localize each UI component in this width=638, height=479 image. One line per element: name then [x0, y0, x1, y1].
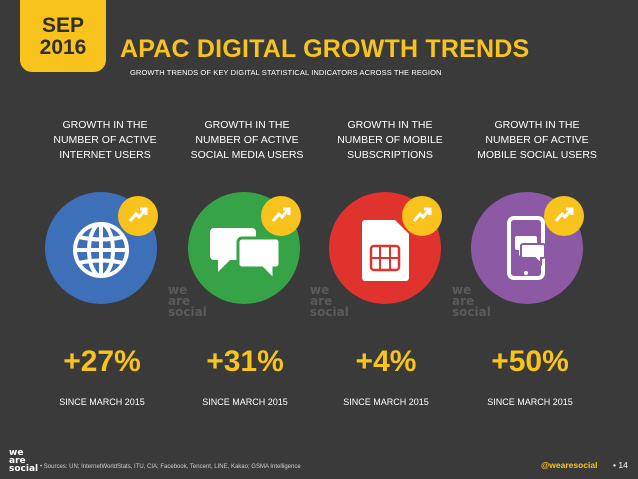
- since-label: SINCE MARCH 2015: [343, 397, 429, 407]
- growth-arrows-icon: [128, 207, 148, 222]
- panel-heading: GROWTH IN THE NUMBER OF ACTIVE SOCIAL ME…: [172, 118, 322, 168]
- heading-line: NUMBER OF ACTIVE: [53, 134, 157, 146]
- heading-line: GROWTH IN THE: [62, 119, 148, 131]
- since-label: SINCE MARCH 2015: [487, 397, 573, 407]
- page-subtitle: GROWTH TRENDS OF KEY DIGITAL STATISTICAL…: [130, 68, 442, 77]
- growth-value: +27%: [63, 345, 141, 378]
- globe-icon: [73, 222, 129, 278]
- mobile-chat-icon: [507, 216, 546, 280]
- page-number: • 14: [613, 460, 628, 470]
- heading-line: GROWTH IN THE: [494, 119, 580, 131]
- growth-value: +50%: [491, 345, 569, 378]
- since-label: SINCE MARCH 2015: [59, 397, 145, 407]
- page-title: APAC DIGITAL GROWTH TRENDS: [120, 35, 530, 63]
- sources-note: • Sources: UN; InternetWorldStats, ITU, …: [40, 464, 301, 470]
- panel-social-media-users: GROWTH IN THE NUMBER OF ACTIVE SOCIAL ME…: [172, 118, 322, 168]
- growth-value: +31%: [206, 345, 284, 378]
- chat-bubbles-icon: [210, 228, 282, 284]
- heading-line: SUBSCRIPTIONS: [347, 149, 433, 161]
- growth-badge: [402, 196, 442, 236]
- heading-line: GROWTH IN THE: [347, 119, 433, 131]
- growth-badge: [544, 196, 584, 236]
- date-month: SEP: [41, 14, 85, 37]
- panel-heading: GROWTH IN THE NUMBER OF ACTIVE INTERNET …: [30, 118, 180, 168]
- growth-badge: [261, 196, 301, 236]
- heading-line: GROWTH IN THE: [204, 119, 290, 131]
- social-handle[interactable]: @wearesocial: [541, 460, 598, 470]
- heading-line: NUMBER OF ACTIVE: [485, 134, 589, 146]
- panel-mobile-subscriptions: GROWTH IN THE NUMBER OF MOBILE SUBSCRIPT…: [315, 118, 465, 168]
- panel-heading: GROWTH IN THE NUMBER OF MOBILE SUBSCRIPT…: [315, 118, 465, 168]
- watermark-logo: we are social: [168, 283, 207, 319]
- heading-line: NUMBER OF ACTIVE: [195, 134, 299, 146]
- panel-heading: GROWTH IN THE NUMBER OF ACTIVE MOBILE SO…: [462, 118, 612, 168]
- heading-line: NUMBER OF MOBILE: [337, 134, 443, 146]
- heading-line: MOBILE SOCIAL USERS: [477, 149, 597, 161]
- sim-card-icon: [362, 220, 409, 281]
- growth-arrows-icon: [554, 207, 574, 222]
- growth-arrows-icon: [271, 207, 291, 222]
- footer-logo: we are social: [9, 448, 39, 474]
- growth-badge: [118, 196, 158, 236]
- watermark-logo: we are social: [452, 283, 491, 319]
- growth-value: +4%: [355, 345, 417, 378]
- heading-line: SOCIAL MEDIA USERS: [190, 149, 304, 161]
- panel-mobile-social-users: GROWTH IN THE NUMBER OF ACTIVE MOBILE SO…: [462, 118, 612, 168]
- growth-arrows-icon: [412, 207, 432, 222]
- heading-line: INTERNET USERS: [59, 149, 151, 161]
- date-year: 2016: [39, 36, 87, 59]
- mobile-subscriptions-circle: [329, 192, 441, 304]
- watermark-logo: we are social: [310, 283, 349, 319]
- date-badge: SEP 2016: [20, 0, 106, 72]
- panel-internet-users: GROWTH IN THE NUMBER OF ACTIVE INTERNET …: [30, 118, 180, 168]
- since-label: SINCE MARCH 2015: [202, 397, 288, 407]
